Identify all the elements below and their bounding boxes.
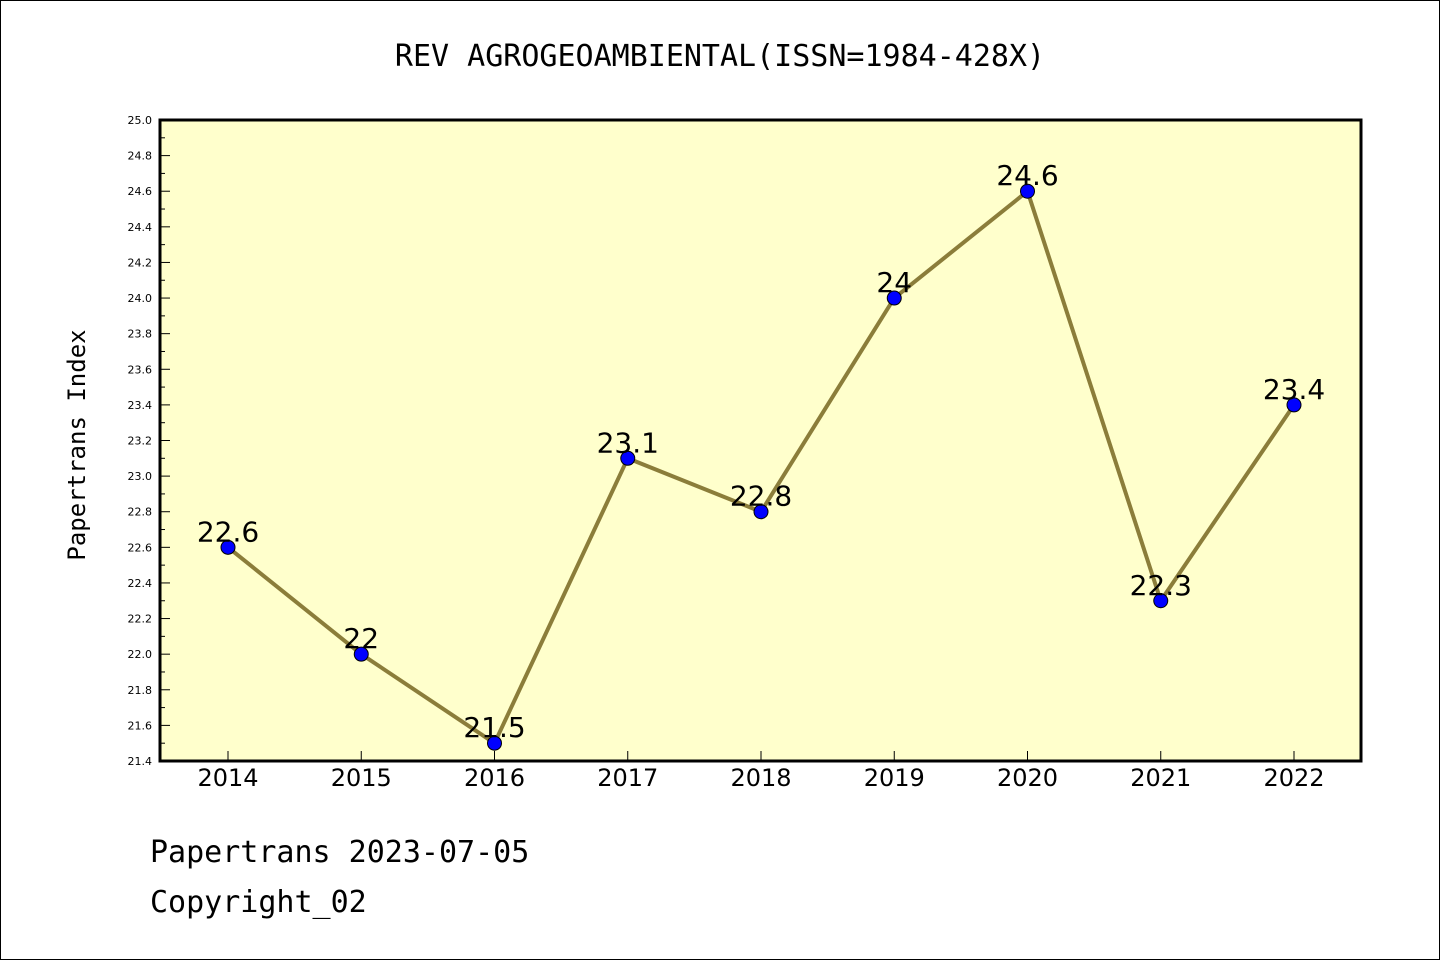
y-tick-label: 21.8 — [128, 684, 153, 697]
y-tick-label: 22.0 — [128, 648, 153, 661]
data-label: 23.1 — [597, 426, 659, 459]
footer-date: Papertrans 2023-07-05 — [150, 835, 530, 870]
plot-area — [158, 118, 1363, 763]
data-point — [886, 290, 902, 306]
y-tick-label: 23.6 — [128, 363, 153, 376]
y-axis: 21.4 21.6 21.8 22.0 22.2 22.4 22.6 22.8 23.0 23.2… — [128, 114, 170, 768]
series-line-group — [220, 183, 1302, 751]
y-tick-label: 24.2 — [128, 256, 153, 269]
data-label: 22.3 — [1130, 569, 1192, 602]
y-tick-label: 21.6 — [128, 719, 153, 732]
x-tick-label: 2016 — [464, 764, 525, 792]
data-labels: 22.6 22 21.5 23.1 22.8 24 24.6 22.3 23.4 — [197, 159, 1325, 744]
y-axis-label: Papertrans Index — [63, 329, 91, 560]
x-tick-label: 2022 — [1263, 764, 1324, 792]
data-point — [487, 735, 502, 751]
x-tick-label: 2021 — [1130, 764, 1191, 792]
x-tick-label: 2015 — [331, 764, 392, 792]
footer-copyright: Copyright_02 — [150, 885, 367, 920]
y-tick-label: 23.2 — [128, 435, 153, 448]
data-label: 22 — [343, 622, 379, 655]
data-point — [753, 504, 769, 520]
y-tick-label: 21.4 — [128, 755, 153, 768]
data-point — [220, 539, 236, 555]
data-point — [1286, 397, 1302, 413]
x-tick-label: 2017 — [597, 764, 658, 792]
data-point — [1020, 183, 1035, 199]
y-tick-label: 22.8 — [128, 506, 153, 519]
data-label: 24.6 — [996, 159, 1058, 192]
data-label: 22.6 — [197, 515, 259, 548]
data-label: 23.4 — [1263, 373, 1325, 406]
data-label: 22.8 — [730, 480, 792, 513]
y-tick-label: 22.6 — [128, 541, 153, 554]
y-tick-label: 23.4 — [128, 399, 153, 412]
y-tick-label: 23.0 — [128, 470, 153, 483]
data-point — [1153, 593, 1169, 609]
y-tick-label: 25.0 — [128, 114, 153, 127]
y-tick-label: 24.0 — [128, 292, 153, 305]
y-tick-label: 24.6 — [128, 185, 153, 198]
y-tick-label: 24.8 — [128, 150, 153, 163]
data-point — [620, 450, 636, 466]
y-tick-label: 22.4 — [128, 577, 153, 590]
x-tick-label: 2018 — [730, 764, 791, 792]
x-tick-label: 2019 — [864, 764, 925, 792]
y-tick-label: 22.2 — [128, 613, 153, 626]
chart-title: REV AGROGEOAMBIENTAL(ISSN=1984-428X) — [395, 39, 1045, 74]
x-tick-label: 2020 — [997, 764, 1058, 792]
y-tick-label: 23.8 — [128, 328, 153, 341]
y-tick-label: 24.4 — [128, 221, 153, 234]
data-label: 21.5 — [463, 711, 525, 744]
x-axis: 2014 2015 2016 2017 2018 2019 2020 2021 2022 — [197, 751, 1325, 792]
data-label: 24 — [876, 266, 912, 299]
x-tick-label: 2014 — [197, 764, 258, 792]
data-point — [353, 646, 369, 662]
